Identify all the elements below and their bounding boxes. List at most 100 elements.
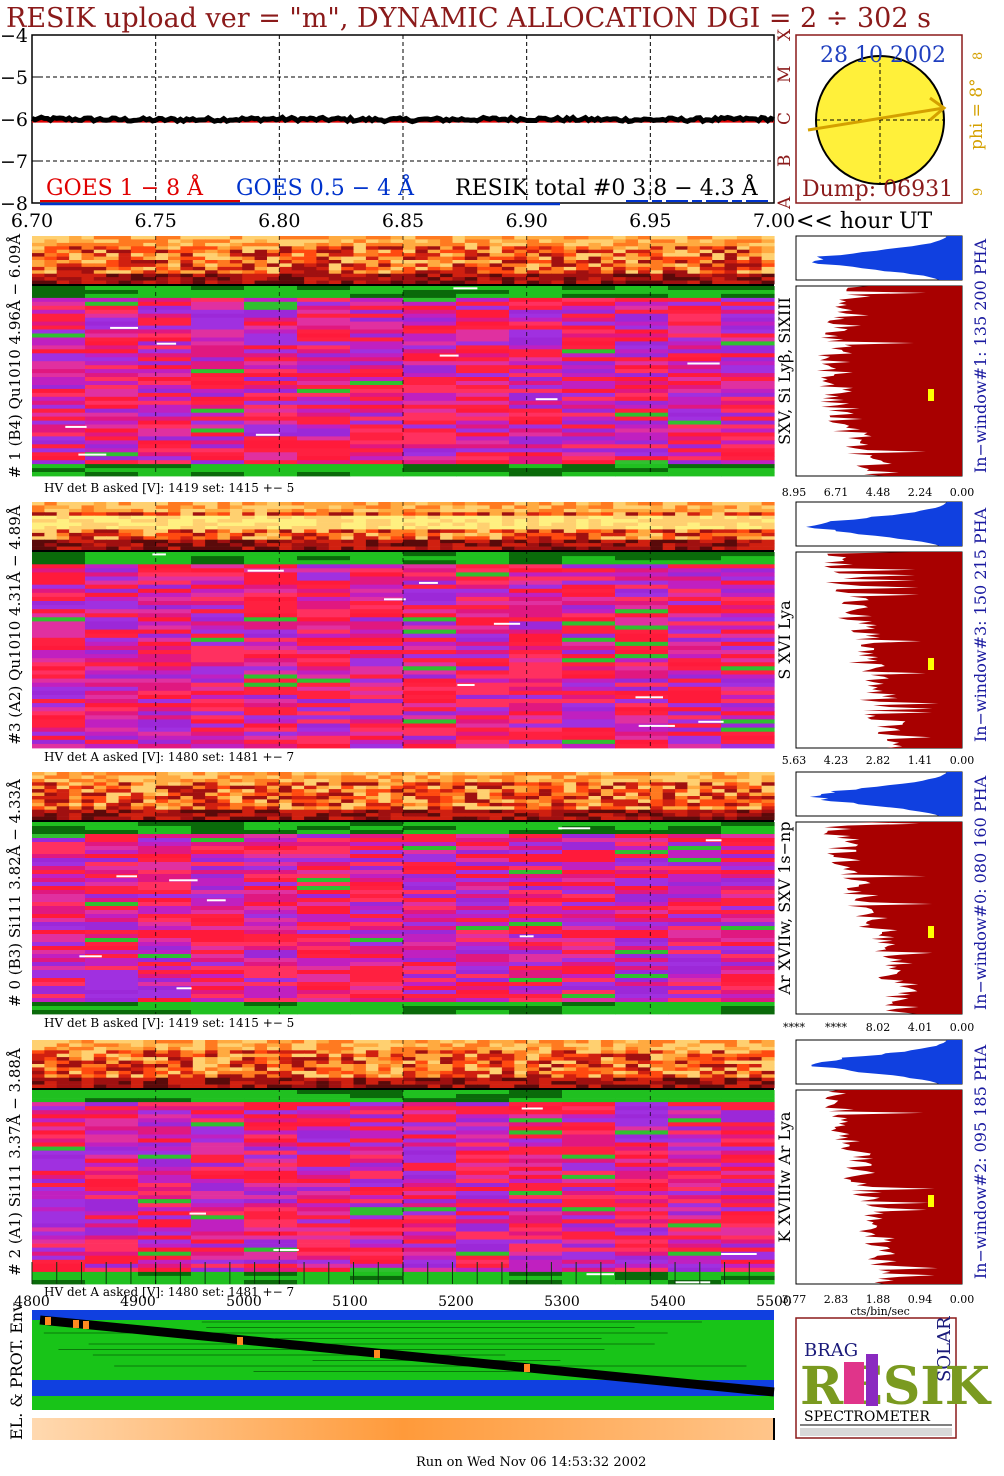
spectrogram-cell [668,942,722,947]
spectrogram-cell [668,297,722,303]
goes-class-letter: M [775,66,795,83]
spectrogram-band-cell [749,253,763,257]
spectrogram-band-cell [464,546,478,551]
spectrogram-band-cell [712,246,726,251]
spectrogram-cell [721,412,775,418]
spectrogram-band-cell [69,236,83,240]
spectrogram-cell [297,412,351,418]
spectrogram-band-cell [576,512,590,517]
spectrogram-band-cell [242,772,256,776]
spectrogram-cell [350,890,404,895]
spectrogram-band-cell [378,536,392,541]
spectrogram-band-cell [192,799,206,804]
spectrogram-band-cell [168,782,181,787]
spectrogram-cell [562,584,616,590]
spectrogram-cell [403,641,457,647]
spectrogram-cell [244,420,298,425]
spectrogram-cell [615,874,669,879]
spectrogram-band-cell [390,1050,404,1055]
spectrogram-cell [403,826,457,831]
spectrogram-band-cell [539,543,552,547]
spectrogram-cell [615,862,669,867]
spectrogram-band-cell [180,260,194,264]
spectrogram-band-cell [304,270,318,275]
spectrogram-band-cell [749,522,763,527]
spectrogram-band-cell [254,772,268,776]
spectrogram-band-cell [477,502,491,506]
spectrogram-cell [244,986,298,991]
spectrogram-band-cell [143,260,157,264]
spectrum-tick-label: 8.95 [782,486,807,499]
spectrogram-cell [562,329,616,334]
spectrogram-cell [668,874,722,879]
spectrogram-band-cell [180,270,194,275]
spectrogram-band-cell [675,242,689,247]
spectrogram-cell [668,452,722,457]
spectrogram-cell [668,850,722,855]
spectrogram-band-cell [328,236,342,240]
spectrogram-band-cell [118,799,132,804]
spectrogram-band-cell [452,772,466,776]
spectrogram-cell [509,966,563,971]
spectrogram-cell [244,723,298,728]
spectrogram-band-cell [93,239,107,244]
spectrogram-band-cell [551,263,565,268]
spectrogram-band-cell [427,239,441,244]
spectrogram-cell [615,637,669,643]
spectrogram-band-cell [180,256,194,261]
spectrogram-band-cell [662,799,676,804]
spectrogram-cell [403,910,457,915]
spectrogram-cell [509,1002,563,1007]
spectrogram-band-cell [687,802,701,807]
spectrogram-band-cell [477,236,491,240]
spectrogram-band-cell [365,543,379,547]
spectrogram-band-cell [464,806,478,811]
spectrogram-cell [244,910,298,915]
spectrogram-band-cell [93,249,107,254]
spectrogram-band-cell [242,809,256,814]
spectrogram-cell [509,641,563,647]
spectrogram-band-cell [736,236,750,240]
hv-readout: HV det A asked [V]: 1480 set: 1481 +− 7 [44,750,294,764]
spectrogram-cell [509,317,563,323]
spectrogram-band-cell [205,782,219,787]
spectrogram-band-cell [390,529,404,534]
spectrogram-cell [509,637,563,643]
spectrogram-band-cell [106,508,120,513]
spectrogram-band-cell [662,526,676,530]
spectrogram-channels: HV det B asked [V]: 1419 set: 1415 +− 5#… [6,234,990,1318]
spectrogram-band-cell [192,277,206,281]
spectrogram-band-cell [501,772,515,776]
spectrogram-streak [152,553,166,556]
spectrogram-band-cell [452,260,466,264]
spectrogram-cell [403,670,457,675]
spectrogram-band-cell [613,796,627,800]
spectrogram-cell [456,934,510,939]
spectrogram-band-cell [316,526,330,530]
spectrogram-band-cell [501,260,515,264]
spectrogram-band-cell [687,502,701,506]
spectrogram-band-cell [304,532,318,537]
channel-1: HV det A asked [V]: 1480 set: 1481 +− 7#… [6,501,990,767]
spectrogram-cell [32,1002,86,1007]
spectrogram-band-cell [539,772,552,776]
spectrogram-cell [721,686,775,692]
spectrogram-cell [191,946,245,951]
spectrogram-cell [138,456,192,461]
spectrogram-band-cell [316,799,330,804]
spectrogram-band-cell [279,543,293,547]
spectrogram-band-cell [526,277,540,281]
spectrogram-cell [138,637,192,643]
spectrogram-cell [509,576,563,581]
spectrogram-band-cell [168,816,181,821]
spectrogram-cell [668,416,722,421]
spectrogram-band-cell [365,1040,379,1044]
spectrogram-band-cell [217,809,231,814]
spectrogram-band-cell [477,782,491,787]
spectrogram-band-cell [464,512,478,517]
spectrogram-band-cell [328,792,342,797]
spectrogram-band-cell [279,532,293,537]
spectrogram-cell [668,444,722,449]
spectrogram-cell [191,396,245,402]
spectrogram-band-cell [130,266,144,271]
